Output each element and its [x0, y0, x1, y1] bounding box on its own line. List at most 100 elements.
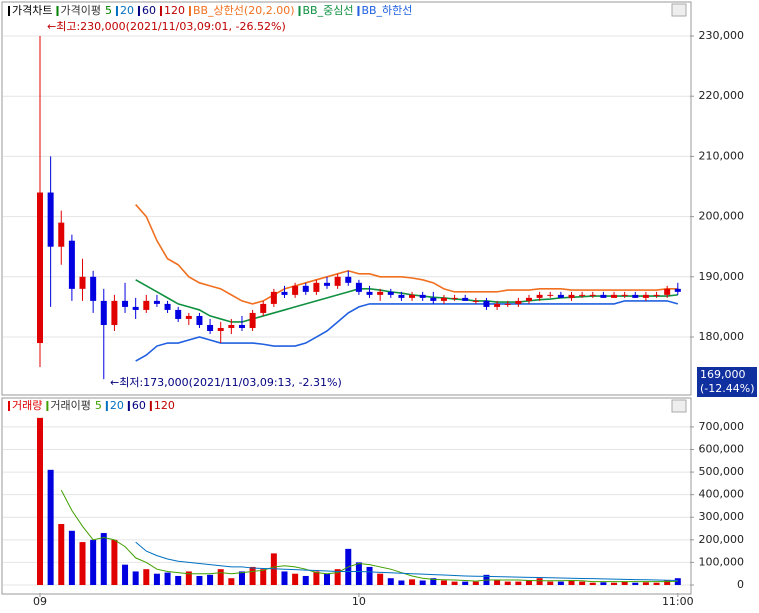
candle-body — [472, 300, 479, 302]
candle-body — [249, 312, 256, 328]
legend-label: 120 — [154, 399, 175, 412]
candle-body — [398, 294, 405, 298]
candle-body — [579, 294, 586, 296]
candle-body — [547, 294, 554, 296]
bar — [579, 581, 586, 585]
bar — [536, 578, 543, 585]
bar — [111, 539, 118, 585]
candle-body — [228, 324, 235, 328]
bar — [313, 571, 320, 585]
bar — [58, 524, 65, 585]
candle-body — [430, 297, 437, 301]
candle-body — [653, 294, 660, 296]
price-panel — [1, 1, 692, 396]
legend-marker — [159, 6, 162, 16]
bar — [37, 417, 43, 585]
bar — [238, 571, 245, 585]
candle-body — [515, 300, 522, 304]
y-tick-label: 200,000 — [699, 210, 745, 223]
candle-body — [260, 303, 267, 313]
bar — [547, 581, 554, 585]
y-tick-label: 600,000 — [699, 442, 745, 455]
y-tick-label: 500,000 — [699, 465, 745, 478]
candle-body — [674, 288, 681, 292]
candle-body — [122, 300, 129, 307]
legend-label: 60 — [142, 4, 156, 17]
candle-body — [281, 291, 288, 295]
bar — [260, 569, 267, 585]
bar — [557, 581, 564, 585]
y-tick-label: 190,000 — [699, 270, 745, 283]
candle-body — [494, 303, 501, 307]
legend-marker — [8, 6, 10, 16]
candle-body — [600, 294, 607, 298]
legend-label: 20 — [120, 4, 134, 17]
candle-body — [100, 300, 107, 325]
line-series — [60, 489, 678, 583]
legend-marker — [149, 401, 152, 411]
line-series — [135, 541, 678, 581]
bar — [366, 566, 373, 585]
legend-marker — [188, 6, 191, 16]
candle-body — [90, 276, 97, 301]
legend-label: BB_하한선 — [361, 3, 412, 17]
legend-marker — [137, 6, 140, 16]
candle-body — [355, 282, 362, 292]
legend-marker — [298, 6, 301, 16]
bar — [207, 574, 214, 585]
candle-body — [175, 309, 182, 319]
candle-body — [387, 291, 394, 295]
legend-label: 20 — [110, 399, 124, 412]
bar — [419, 580, 426, 585]
bar — [217, 569, 224, 585]
legend-marker — [115, 6, 118, 16]
bar — [302, 575, 309, 585]
bar — [430, 578, 437, 585]
bar — [515, 581, 522, 585]
candle-body — [557, 294, 564, 298]
panel-button[interactable] — [671, 399, 687, 413]
bar — [398, 580, 405, 585]
current-price-box — [697, 367, 757, 397]
candle-body — [536, 294, 543, 298]
bar — [653, 582, 660, 585]
bar — [153, 573, 160, 585]
bar — [409, 579, 416, 585]
legend-label: 120 — [164, 4, 185, 17]
panel-button[interactable] — [671, 3, 687, 17]
bar — [472, 581, 479, 585]
bar — [611, 582, 618, 585]
candle-body — [37, 192, 43, 344]
bar — [292, 573, 299, 585]
bar — [589, 582, 596, 585]
y-tick-label: 210,000 — [699, 149, 745, 162]
candle-body — [589, 294, 596, 296]
volume-panel — [1, 397, 692, 595]
bar — [664, 580, 671, 585]
y-tick-label: 220,000 — [699, 89, 745, 102]
y-tick-label: 230,000 — [699, 29, 745, 42]
candle-body — [58, 222, 65, 247]
bar — [79, 542, 86, 585]
bar — [568, 580, 575, 585]
bar — [621, 581, 628, 585]
candle-body — [334, 276, 341, 286]
candle-body — [611, 294, 618, 298]
bar — [355, 562, 362, 585]
legend-label: 60 — [132, 399, 146, 412]
candle-body — [196, 315, 203, 325]
candle-body — [207, 324, 214, 331]
candle-body — [621, 294, 628, 296]
x-tick-label: 09 — [33, 595, 47, 608]
line-series — [135, 300, 679, 362]
candle-body — [642, 294, 649, 298]
legend-label: 5 — [105, 4, 112, 17]
bar — [196, 575, 203, 585]
candle-body — [451, 297, 458, 299]
candle-body — [324, 282, 331, 286]
legend-label: 거래이평 — [50, 399, 90, 412]
candle-body — [504, 303, 511, 305]
candle-body — [270, 291, 277, 304]
candle-body — [345, 276, 352, 283]
candle-body — [292, 285, 299, 295]
